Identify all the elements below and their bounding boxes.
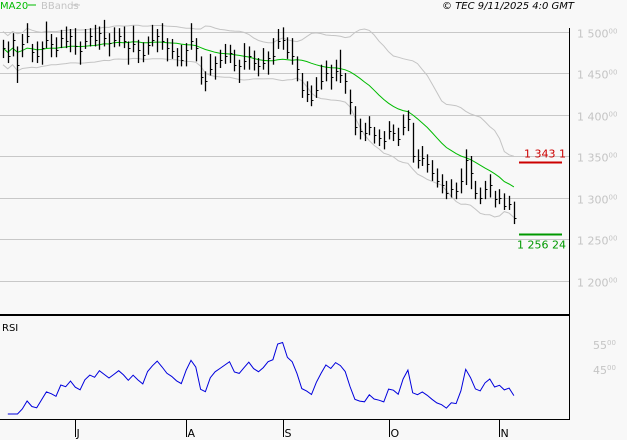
month-label: S — [285, 427, 292, 440]
price-levels: 1 343 1 1 256 24 — [517, 148, 566, 252]
y-tick-label: 1 35000 — [577, 152, 617, 165]
legend: MA20 BBands — [0, 1, 80, 12]
y-tick-label: 1 40000 — [577, 111, 617, 124]
rsi-tick-label: 4500 — [593, 364, 616, 377]
price-gridlines — [0, 32, 569, 282]
price-axis-labels: 1 50000 1 45000 1 40000 1 35000 1 30000 1 250… — [577, 28, 617, 290]
y-tick-decimals: 00 — [609, 194, 618, 202]
y-tick-decimals: 00 — [609, 277, 618, 285]
level-label: 1 343 1 — [524, 148, 566, 161]
bollinger-bands — [2, 24, 515, 218]
y-tick-label: 1 25000 — [577, 235, 617, 248]
month-label: J — [76, 427, 80, 440]
upper-band — [2, 24, 515, 157]
y-tick-decimals: 00 — [609, 28, 618, 36]
y-tick-label: 1 20000 — [577, 277, 617, 290]
rsi-panel: 5500 4500 — [7, 339, 616, 415]
copyright-text: © TEC 9/11/2025 4:0 GMT — [442, 1, 575, 12]
legend-ma20: MA20 — [0, 1, 28, 12]
price-bars — [2, 19, 517, 225]
month-label: N — [501, 427, 509, 440]
lower-band — [2, 57, 515, 218]
legend-bbands: BBands — [41, 1, 79, 12]
y-tick-decimals: 00 — [609, 235, 618, 243]
rsi-tick-decimals: 00 — [607, 364, 616, 372]
y-tick-label: 1 50000 — [577, 28, 617, 41]
y-tick-decimals: 00 — [609, 152, 618, 160]
y-tick-label: 1 30000 — [577, 194, 617, 207]
rsi-line — [7, 341, 515, 415]
y-tick-decimals: 00 — [609, 69, 618, 77]
rsi-label: RSI — [2, 323, 18, 334]
rsi-tick-decimals: 00 — [607, 339, 616, 347]
y-tick-label: 1 45000 — [577, 69, 617, 82]
month-label: O — [391, 427, 400, 440]
level-label: 1 256 24 — [517, 239, 566, 252]
rsi-tick-label: 5500 — [593, 339, 616, 352]
month-label: A — [188, 427, 196, 440]
y-tick-decimals: 00 — [609, 111, 618, 119]
